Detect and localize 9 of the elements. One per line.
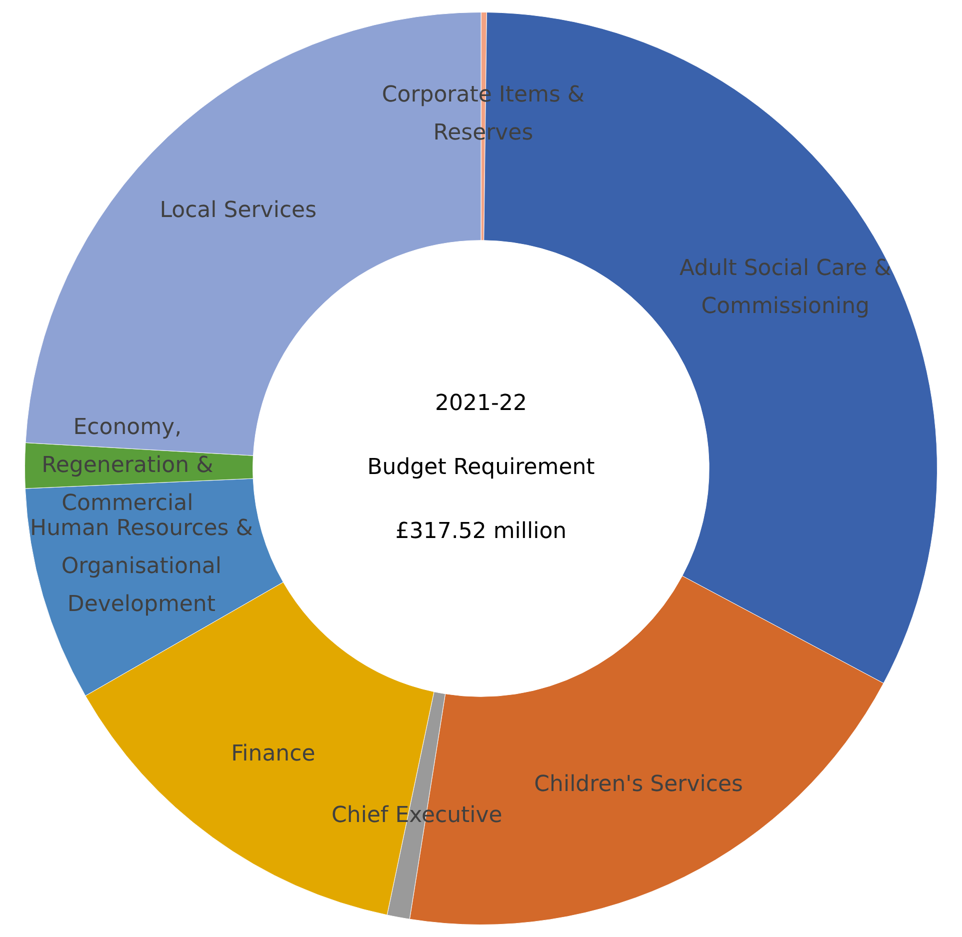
slice-label: Economy, Regeneration & Commercial: [42, 414, 214, 516]
slice-label: Human Resources & Organisational Development: [30, 516, 253, 617]
text: £317.52 million: [395, 519, 567, 544]
slice-label: Children's Services: [534, 772, 743, 797]
text: Budget Requirement: [367, 455, 596, 480]
text: 2021-22: [435, 391, 527, 416]
slice-label: Adult Social Care & Commissioning: [680, 256, 892, 320]
slice-label: Local Services: [160, 198, 317, 224]
slice-label: Finance: [231, 741, 316, 766]
